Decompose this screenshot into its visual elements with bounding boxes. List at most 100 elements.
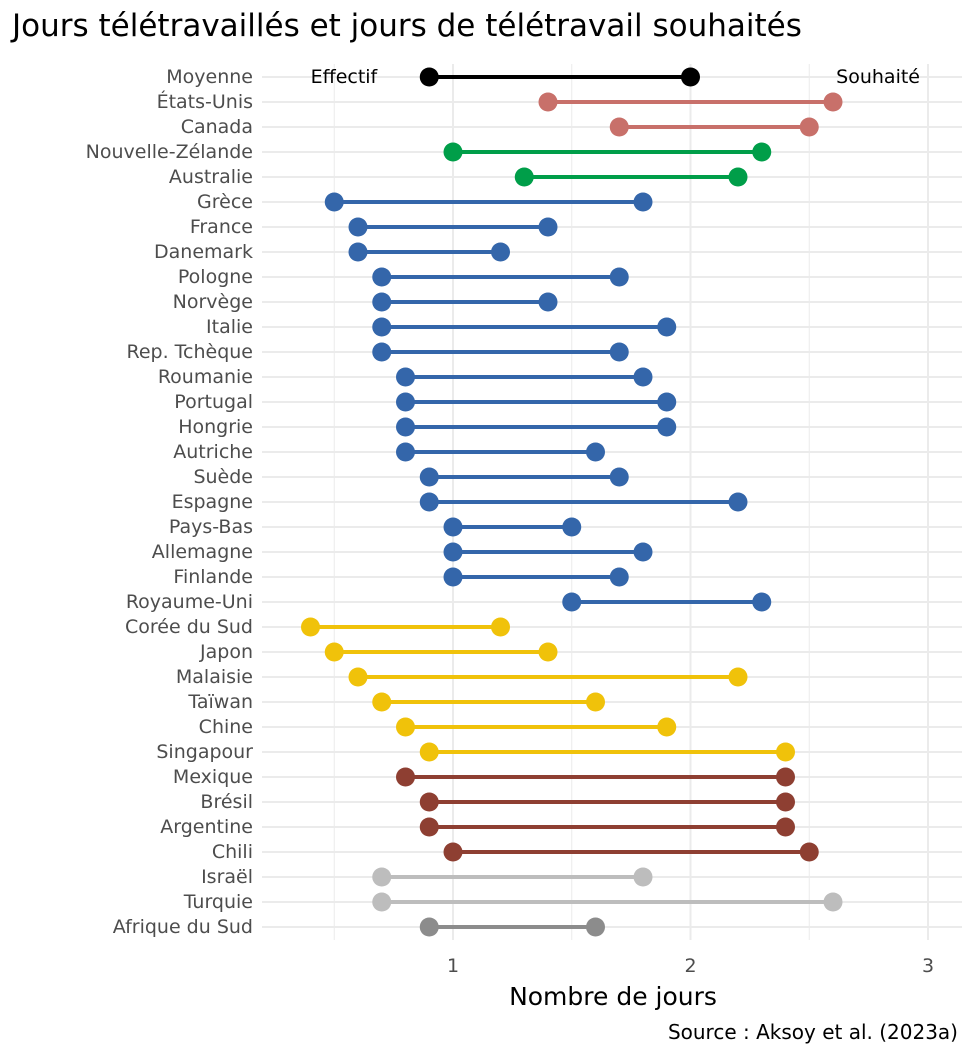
point-souhaite [633, 542, 653, 562]
y-tick-label: Grèce [197, 191, 253, 213]
point-effectif [396, 442, 415, 462]
source-caption: Source : Aksoy et al. (2023a) [667, 1020, 958, 1044]
y-tick-label: Israël [201, 866, 253, 888]
point-effectif [514, 167, 534, 187]
y-tick-label: Nouvelle-Zélande [86, 141, 253, 163]
point-effectif [443, 517, 463, 537]
y-tick-label: Afrique du Sud [113, 916, 253, 938]
point-souhaite [752, 142, 772, 162]
y-tick-label: Danemark [154, 241, 253, 263]
point-souhaite [728, 492, 748, 512]
point-souhaite [609, 267, 629, 287]
point-effectif [348, 667, 368, 687]
point-souhaite [728, 167, 748, 187]
point-souhaite [657, 717, 677, 737]
point-effectif [562, 592, 582, 612]
y-tick-label: Pologne [178, 266, 253, 288]
point-effectif [396, 767, 415, 787]
point-souhaite [562, 517, 582, 537]
point-souhaite [799, 842, 819, 862]
y-tick-label: États-Unis [157, 90, 253, 113]
point-effectif [419, 67, 439, 87]
point-souhaite [657, 392, 677, 412]
point-effectif [443, 567, 463, 587]
point-effectif [609, 117, 629, 137]
point-effectif [443, 842, 463, 862]
y-tick-label: Moyenne [166, 66, 253, 88]
annotation-souhaite: Souhaité [836, 66, 920, 88]
point-souhaite [609, 342, 629, 362]
y-tick-label: Royaume-Uni [126, 591, 253, 613]
x-tick-label: 2 [684, 955, 696, 977]
y-tick-label: Malaisie [176, 666, 253, 688]
y-tick-label: Norvège [173, 291, 253, 313]
y-tick-label: Autriche [173, 441, 253, 463]
y-tick-label: Mexique [173, 766, 253, 788]
y-tick-label: Chili [212, 841, 253, 863]
point-souhaite [823, 92, 843, 112]
point-effectif [372, 867, 392, 887]
y-tick-label: Portugal [174, 391, 253, 413]
data-marks [301, 67, 843, 937]
point-effectif [324, 642, 344, 662]
point-souhaite [752, 592, 772, 612]
point-effectif [419, 917, 439, 937]
series-annotations: Effectif Souhaité [311, 66, 920, 88]
point-effectif [372, 292, 392, 312]
y-tick-label: Argentine [160, 816, 253, 838]
point-effectif [372, 317, 392, 337]
y-tick-label: Allemagne [152, 541, 253, 563]
y-tick-label: Hongrie [178, 416, 253, 438]
x-tick-label: 1 [447, 955, 459, 977]
point-souhaite [586, 692, 605, 712]
point-souhaite [586, 917, 605, 937]
point-souhaite [491, 617, 510, 637]
point-effectif [538, 92, 558, 112]
y-tick-label: Suède [193, 466, 253, 488]
point-effectif [443, 142, 463, 162]
point-souhaite [633, 192, 653, 212]
y-tick-label: Turquie [183, 891, 253, 913]
point-effectif [419, 467, 439, 487]
point-souhaite [776, 817, 795, 837]
y-tick-label: Roumanie [158, 366, 253, 388]
x-axis-tick-labels: 1 2 3 [447, 955, 934, 977]
point-souhaite [657, 317, 677, 337]
y-tick-label: Australie [169, 166, 253, 188]
point-souhaite [728, 667, 748, 687]
y-tick-label: Singapour [156, 741, 253, 763]
y-tick-label: Italie [206, 316, 253, 338]
point-souhaite [633, 867, 653, 887]
point-effectif [372, 892, 392, 912]
y-tick-label: Canada [181, 116, 253, 138]
point-souhaite [823, 892, 843, 912]
point-effectif [419, 742, 439, 762]
point-effectif [301, 617, 320, 637]
x-axis-title: Nombre de jours [509, 982, 717, 1011]
point-souhaite [538, 292, 558, 312]
y-tick-label: Espagne [172, 491, 253, 513]
point-souhaite [776, 792, 795, 812]
point-souhaite [491, 242, 510, 262]
point-effectif [419, 492, 439, 512]
point-effectif [372, 267, 392, 287]
point-effectif [419, 817, 439, 837]
point-souhaite [776, 767, 795, 787]
point-souhaite [538, 217, 558, 237]
point-effectif [396, 392, 415, 412]
point-souhaite [609, 467, 629, 487]
x-tick-label: 3 [922, 955, 934, 977]
point-effectif [396, 367, 415, 387]
point-effectif [348, 217, 368, 237]
y-tick-label: Japon [199, 641, 253, 663]
point-effectif [443, 542, 463, 562]
point-souhaite [681, 67, 700, 87]
y-tick-label: Pays-Bas [169, 516, 253, 538]
point-souhaite [633, 367, 653, 387]
y-tick-label: Chine [199, 716, 253, 738]
point-effectif [348, 242, 368, 262]
point-effectif [372, 342, 392, 362]
point-souhaite [538, 642, 558, 662]
